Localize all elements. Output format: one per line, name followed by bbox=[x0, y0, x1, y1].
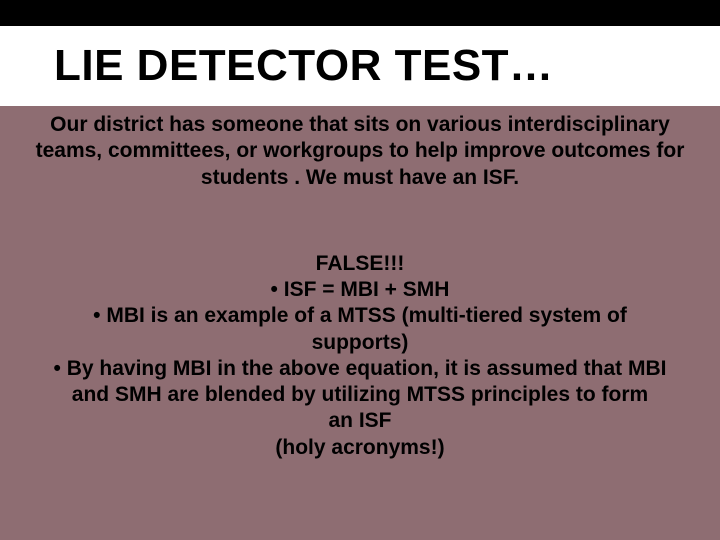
answer-line: FALSE!!! bbox=[28, 251, 692, 277]
answer-text: FALSE!!! • ISF = MBI + SMH • MBI is an e… bbox=[28, 251, 692, 461]
top-black-bar bbox=[0, 0, 720, 26]
slide-title: LIE DETECTOR TEST… bbox=[54, 41, 554, 91]
answer-line: and SMH are blended by utilizing MTSS pr… bbox=[28, 382, 692, 408]
slide-content: Our district has someone that sits on va… bbox=[0, 106, 720, 540]
intro-line: Our district has someone that sits on va… bbox=[50, 113, 502, 136]
answer-line: • MBI is an example of a MTSS (multi-tie… bbox=[28, 303, 692, 329]
title-bar: LIE DETECTOR TEST… bbox=[0, 26, 720, 106]
answer-line: an ISF bbox=[28, 408, 692, 434]
answer-line: (holy acronyms!) bbox=[28, 435, 692, 461]
answer-line: • ISF = MBI + SMH bbox=[28, 277, 692, 303]
answer-line: supports) bbox=[28, 330, 692, 356]
intro-line: We must have an ISF. bbox=[306, 166, 519, 189]
intro-text: Our district has someone that sits on va… bbox=[28, 112, 692, 191]
answer-line: • By having MBI in the above equation, i… bbox=[28, 356, 692, 382]
